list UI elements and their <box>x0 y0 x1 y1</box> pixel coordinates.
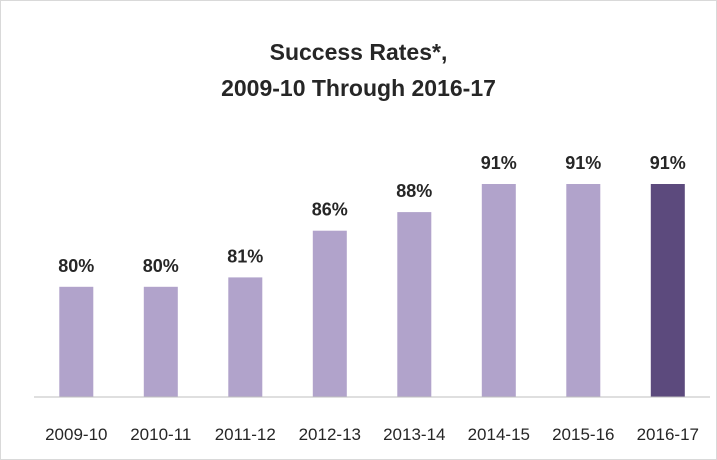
data-label-2009-10: 80% <box>58 256 94 276</box>
x-tick-labels-group: 2009-10 2010-11 2011-12 2012-13 2013-14 2014-… <box>45 425 699 444</box>
chart-title-line-2: 2009-10 Through 2016-17 <box>221 75 496 101</box>
chart-title-line-1: Success Rates*, <box>269 39 448 65</box>
bar-2010-11 <box>143 286 178 397</box>
bar-2015-16 <box>566 184 601 397</box>
x-tick-label-2014-15: 2014-15 <box>468 425 530 444</box>
x-tick-label-2016-17: 2016-17 <box>637 425 699 444</box>
bar-2016-17 <box>650 184 685 397</box>
data-label-2013-14: 88% <box>396 181 432 201</box>
data-label-2014-15: 91% <box>481 153 517 173</box>
x-tick-label-2013-14: 2013-14 <box>383 425 445 444</box>
bar-2009-10 <box>59 286 94 397</box>
x-tick-label-2015-16: 2015-16 <box>552 425 614 444</box>
bars-group <box>59 184 685 397</box>
bar-2014-15 <box>481 184 516 397</box>
data-label-2012-13: 86% <box>312 200 348 220</box>
bar-2012-13 <box>312 230 347 397</box>
bar-2013-14 <box>397 212 432 397</box>
data-label-2016-17: 91% <box>650 153 686 173</box>
x-tick-label-2010-11: 2010-11 <box>130 425 191 444</box>
data-labels-group: 80% 80% 81% 86% 88% 91% 91% 91% <box>58 153 686 276</box>
x-tick-label-2012-13: 2012-13 <box>299 425 361 444</box>
data-label-2010-11: 80% <box>143 256 179 276</box>
data-label-2011-12: 81% <box>227 246 263 266</box>
x-tick-label-2009-10: 2009-10 <box>45 425 107 444</box>
chart-title: Success Rates*, 2009-10 Through 2016-17 <box>0 34 717 106</box>
bar-2011-12 <box>228 277 263 397</box>
x-tick-label-2011-12: 2011-12 <box>215 425 276 444</box>
data-label-2015-16: 91% <box>565 153 601 173</box>
